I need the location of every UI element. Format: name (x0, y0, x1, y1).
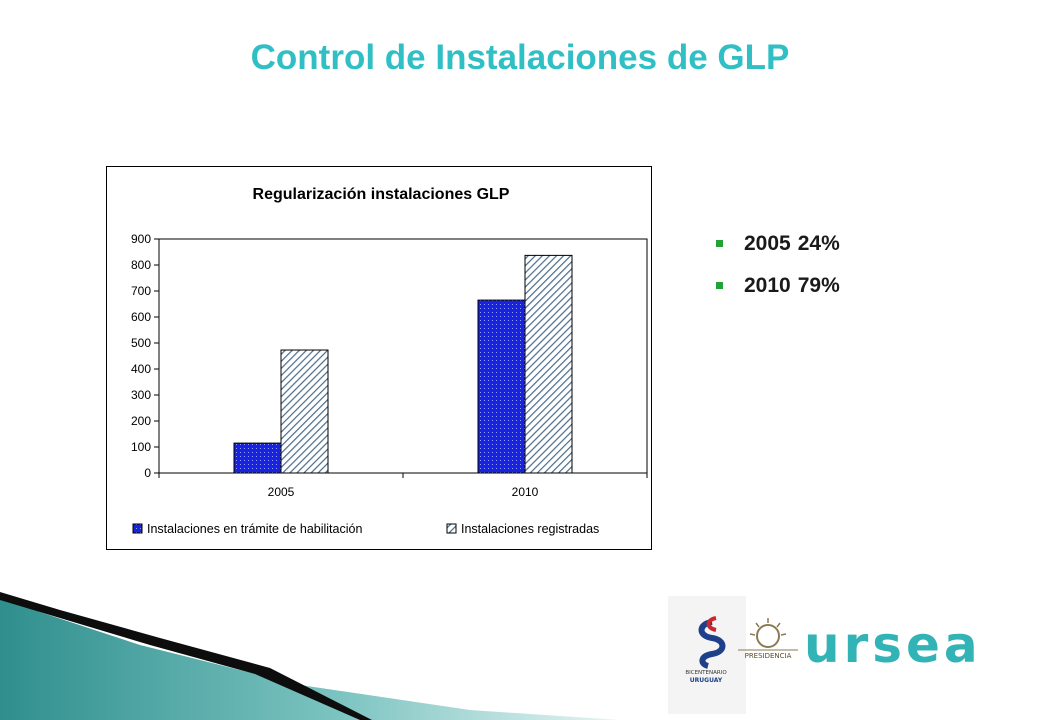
chart-title: Regularización instalaciones GLP (253, 186, 510, 203)
bullet-item: 2010 79% (712, 272, 840, 314)
x-axis: 2005 2010 (158, 473, 648, 499)
legend-label: Instalaciones registradas (461, 522, 599, 536)
y-tick-label: 800 (131, 258, 151, 272)
presidencia-label: PRESIDENCIA (745, 652, 792, 660)
legend-label: Instalaciones en trámite de habilitación (147, 522, 362, 536)
institution-logos: BICENTENARIO URUGUAY PRESIDENCIA ursea (668, 596, 982, 714)
y-tick-label: 700 (131, 284, 151, 298)
bars (233, 254, 573, 474)
legend-swatch (132, 523, 143, 534)
bicentenario-label: BICENTENARIO (685, 670, 727, 676)
ursea-wordmark: ursea (804, 616, 982, 674)
bicentenario-logo: BICENTENARIO URUGUAY (668, 596, 746, 714)
y-axis: 0 100 200 300 400 500 600 700 800 900 (131, 232, 159, 480)
y-tick-label: 300 (131, 388, 151, 402)
bullet-square-icon (716, 240, 723, 247)
bullet-year: 2005 (744, 232, 791, 255)
presidencia-logo: PRESIDENCIA (738, 618, 798, 660)
bullet-square-icon (716, 282, 723, 289)
bar-chart: Regularización instalaciones GLP 0 100 200… (131, 186, 648, 536)
y-tick-label: 100 (131, 440, 151, 454)
bullet-year: 2010 (744, 274, 791, 297)
bullet-list: 2005 24% 2010 79% (712, 230, 840, 314)
x-tick-label: 2005 (268, 485, 295, 499)
chart-legend: Instalaciones en trámite de habilitación… (132, 522, 599, 536)
bar-tramite-2010 (477, 299, 526, 474)
bullet-percent: 24% (797, 232, 840, 255)
bar-registradas-2005 (280, 349, 329, 474)
x-tick-label: 2010 (512, 485, 539, 499)
bullet-item: 2005 24% (712, 230, 840, 272)
bicentenario-country: URUGUAY (690, 677, 723, 684)
y-tick-label: 400 (131, 362, 151, 376)
bullet-percent: 79% (797, 274, 840, 297)
y-tick-label: 500 (131, 336, 151, 350)
y-tick-label: 600 (131, 310, 151, 324)
decorative-swoosh (0, 592, 620, 720)
y-tick-label: 900 (131, 232, 151, 246)
ursea-logo: ursea (804, 616, 982, 674)
bar-registradas-2010 (524, 254, 573, 474)
y-tick-label: 200 (131, 414, 151, 428)
chart-frame: Regularización instalaciones GLP 0 100 200… (106, 166, 652, 550)
legend-swatch (446, 523, 457, 534)
plot-area (158, 238, 648, 474)
bar-tramite-2005 (233, 442, 282, 474)
y-tick-label: 0 (144, 466, 151, 480)
slide-title: Control de Instalaciones de GLP (250, 38, 790, 77)
